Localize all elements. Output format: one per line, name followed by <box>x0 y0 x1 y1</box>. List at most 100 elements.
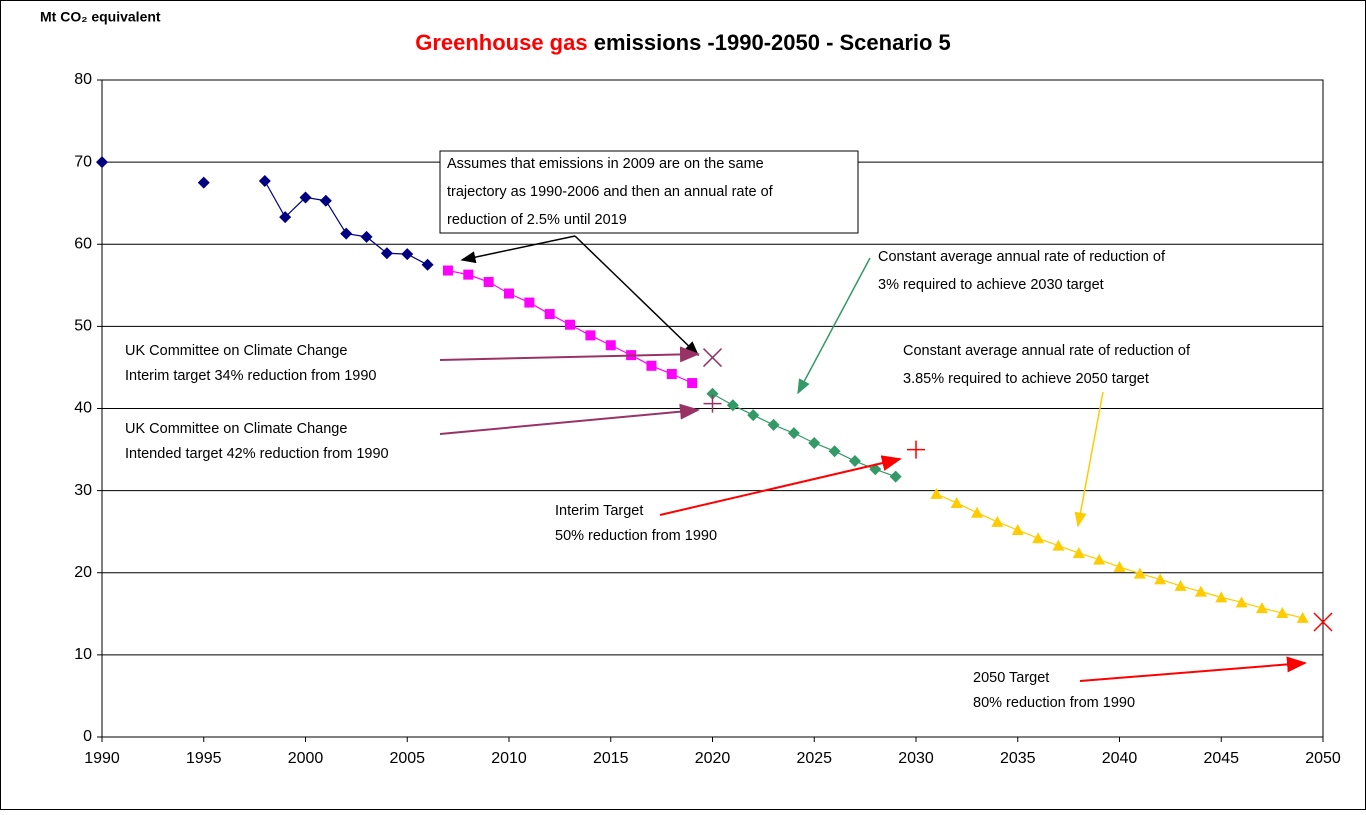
point <box>991 515 1004 527</box>
point <box>504 288 514 299</box>
point <box>767 418 780 431</box>
y-tick-label: 60 <box>74 235 92 252</box>
x-tick-label: 2025 <box>796 750 832 767</box>
point <box>1032 532 1045 544</box>
arrow <box>574 235 700 357</box>
arrow <box>797 257 871 395</box>
point <box>360 230 373 243</box>
point <box>279 211 292 224</box>
point <box>1093 553 1106 565</box>
annotation-line: UK Committee on Climate Change <box>125 421 347 437</box>
y-axis-label: Mt CO₂ equivalent <box>40 9 161 25</box>
series-line <box>712 393 896 478</box>
annotation-line: trajectory as 1990-2006 and then an annu… <box>447 184 774 200</box>
y-tick-label: 80 <box>74 71 92 88</box>
point <box>1113 561 1126 573</box>
title-highlight: Greenhouse gas <box>415 30 587 55</box>
point <box>787 427 800 440</box>
annotation-line: Constant average annual rate of reductio… <box>878 249 1166 265</box>
y-tick-label: 30 <box>74 482 92 499</box>
point <box>1133 567 1146 579</box>
annotation-line: Intended target 42% reduction from 1990 <box>125 446 389 462</box>
annotation-line: 2050 Target <box>973 670 1049 686</box>
x-tick-label: 2035 <box>1000 750 1036 767</box>
point <box>258 175 271 188</box>
point <box>726 399 739 412</box>
point <box>646 360 657 371</box>
point <box>1011 524 1024 536</box>
point <box>706 387 719 400</box>
point <box>299 191 312 204</box>
x-tick-label: 2050 <box>1305 750 1341 767</box>
title-rest: emissions -1990-2050 - Scenario 5 <box>588 30 951 55</box>
point <box>930 487 943 499</box>
point <box>544 309 555 320</box>
point <box>585 330 596 341</box>
arrow <box>439 403 700 435</box>
point <box>971 506 984 518</box>
point <box>483 277 494 288</box>
point <box>524 297 535 308</box>
point <box>703 394 722 413</box>
point <box>808 436 821 449</box>
annotation-line: Constant average annual rate of reductio… <box>903 343 1191 359</box>
point <box>687 378 698 389</box>
point <box>1154 573 1167 585</box>
y-tick-label: 0 <box>83 728 92 745</box>
y-tick-label: 50 <box>74 318 92 335</box>
point <box>380 247 393 260</box>
point <box>421 258 434 271</box>
annotation-line: Assumes that emissions in 2009 are on th… <box>447 156 764 172</box>
annotation-line: 80% reduction from 1990 <box>973 695 1135 711</box>
point <box>197 176 210 189</box>
x-tick-label: 1995 <box>186 750 222 767</box>
point <box>401 248 414 261</box>
x-tick-label: 2010 <box>491 750 527 767</box>
arrow <box>659 455 902 516</box>
annotations: Assumes that emissions in 2009 are on th… <box>125 150 1307 711</box>
annotation-line: 3.85% required to achieve 2050 target <box>903 371 1149 387</box>
point <box>319 194 332 207</box>
chart-title: Greenhouse gas emissions -1990-2050 - Sc… <box>415 30 951 55</box>
y-tick-label: 10 <box>74 646 92 663</box>
x-tick-label: 1990 <box>84 750 120 767</box>
annotation-line: 50% reduction from 1990 <box>555 528 717 544</box>
point <box>605 340 616 351</box>
point <box>96 156 108 169</box>
point <box>1276 606 1289 618</box>
point <box>1215 591 1228 603</box>
point <box>1194 585 1207 597</box>
y-tick-label: 70 <box>74 153 92 170</box>
x-tick-label: 2000 <box>288 750 324 767</box>
point <box>442 265 453 276</box>
point <box>1072 547 1085 559</box>
annotation-line: reduction of 2.5% until 2019 <box>447 212 627 228</box>
annotation-line: Interim target 34% reduction from 1990 <box>125 368 376 384</box>
annotation-box <box>439 150 859 234</box>
annotation-line: UK Committee on Climate Change <box>125 343 347 359</box>
point <box>1313 612 1333 632</box>
annotation-line: 3% required to achieve 2030 target <box>878 277 1104 293</box>
point <box>889 470 902 483</box>
point <box>848 455 861 468</box>
point <box>828 445 841 458</box>
x-tick-label: 2045 <box>1203 750 1239 767</box>
arrow <box>460 235 576 264</box>
marks <box>96 156 1333 632</box>
point <box>1255 602 1268 614</box>
point <box>1296 611 1309 623</box>
point <box>1052 539 1065 551</box>
y-tick-label: 40 <box>74 400 92 417</box>
y-tick-label: 20 <box>74 564 92 581</box>
x-tick-label: 2005 <box>389 750 425 767</box>
x-tick-label: 2020 <box>695 750 731 767</box>
point <box>463 269 474 280</box>
point <box>950 496 963 508</box>
x-tick-label: 2040 <box>1102 750 1138 767</box>
point <box>1235 596 1248 608</box>
point <box>340 227 353 240</box>
plot-border <box>101 79 1324 738</box>
